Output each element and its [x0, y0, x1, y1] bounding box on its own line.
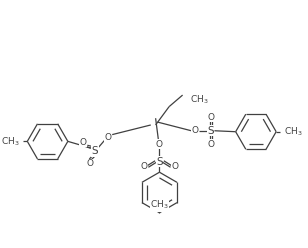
Text: O: O — [171, 162, 178, 171]
Text: O: O — [207, 113, 214, 122]
Text: O: O — [156, 140, 163, 149]
Text: CH$_3$: CH$_3$ — [1, 135, 20, 148]
Text: CH$_3$: CH$_3$ — [150, 199, 169, 211]
Text: O: O — [80, 138, 87, 147]
Text: O: O — [192, 126, 199, 135]
Text: S: S — [91, 146, 98, 156]
Text: S: S — [207, 126, 214, 136]
Text: O: O — [87, 159, 94, 168]
Text: CH$_3$: CH$_3$ — [284, 125, 302, 138]
Text: S: S — [156, 157, 163, 167]
Text: O: O — [105, 133, 112, 142]
Text: O: O — [140, 162, 148, 171]
Text: CH$_3$: CH$_3$ — [190, 94, 209, 106]
Text: O: O — [207, 140, 214, 149]
